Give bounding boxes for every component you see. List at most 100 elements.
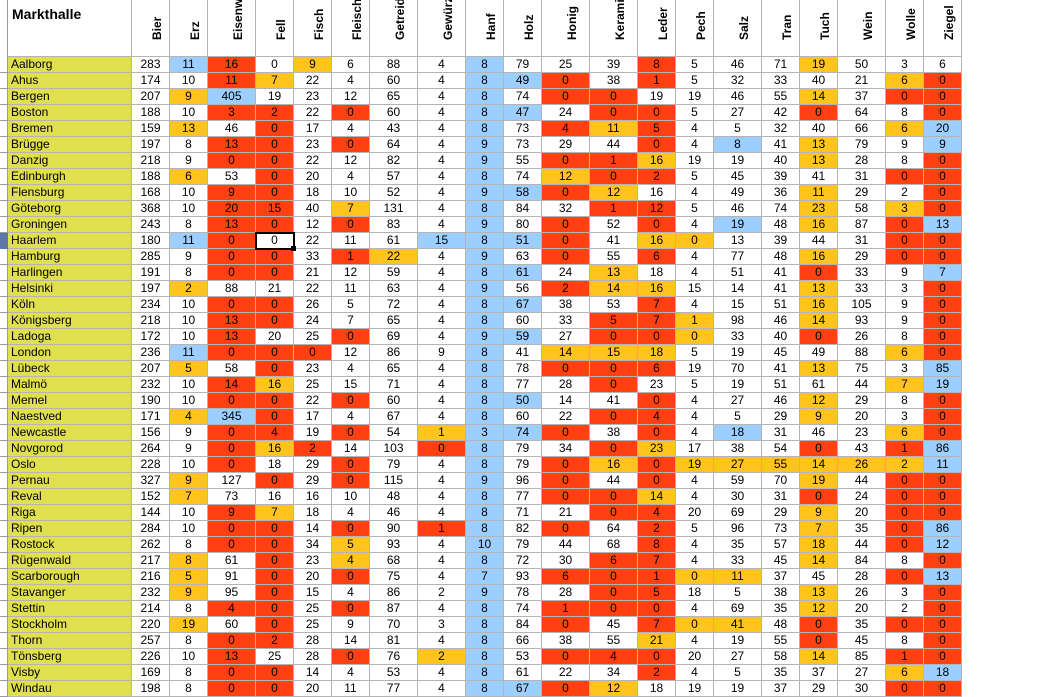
cell-bier[interactable]: 216 bbox=[132, 569, 170, 585]
cell-hanf[interactable]: 8 bbox=[466, 89, 504, 105]
cell-wolle[interactable]: 8 bbox=[886, 329, 924, 345]
cell-eisenwaren[interactable]: 0 bbox=[208, 441, 256, 457]
cell-eisenwaren[interactable]: 91 bbox=[208, 569, 256, 585]
cell-fleisch[interactable]: 4 bbox=[332, 361, 370, 377]
cell-erz[interactable]: 8 bbox=[170, 553, 208, 569]
city-cell[interactable]: Pernau bbox=[8, 473, 132, 489]
cell-wein[interactable]: 66 bbox=[838, 121, 886, 137]
cell-wein[interactable]: 50 bbox=[838, 57, 886, 73]
cell-getreide[interactable]: 65 bbox=[370, 313, 418, 329]
cell-salz[interactable]: 18 bbox=[714, 425, 762, 441]
cell-holz[interactable]: 60 bbox=[504, 313, 542, 329]
cell-fisch[interactable]: 20 bbox=[294, 169, 332, 185]
cell-erz[interactable]: 9 bbox=[170, 89, 208, 105]
city-cell[interactable]: Riga bbox=[8, 505, 132, 521]
cell-fleisch[interactable]: 0 bbox=[332, 601, 370, 617]
cell-wein[interactable]: 84 bbox=[838, 553, 886, 569]
cell-salz[interactable]: 27 bbox=[714, 105, 762, 121]
cell-fleisch[interactable]: 5 bbox=[332, 537, 370, 553]
cell-ziegel[interactable]: 0 bbox=[924, 89, 962, 105]
cell-hanf[interactable]: 7 bbox=[466, 569, 504, 585]
column-header-eisenwaren[interactable]: Eisenwaren bbox=[208, 0, 256, 57]
cell-salz[interactable]: 45 bbox=[714, 169, 762, 185]
cell-bier[interactable]: 243 bbox=[132, 217, 170, 233]
cell-wolle[interactable]: 3 bbox=[886, 585, 924, 601]
cell-ziegel[interactable]: 0 bbox=[924, 409, 962, 425]
cell-keramik[interactable]: 44 bbox=[590, 473, 638, 489]
cell-gewurze[interactable]: 4 bbox=[418, 361, 466, 377]
cell-ziegel[interactable]: 0 bbox=[924, 473, 962, 489]
cell-holz[interactable]: 67 bbox=[504, 681, 542, 697]
cell-tran[interactable]: 48 bbox=[762, 617, 800, 633]
cell-gewurze[interactable]: 4 bbox=[418, 505, 466, 521]
cell-gewurze[interactable]: 4 bbox=[418, 281, 466, 297]
cell-tran[interactable]: 55 bbox=[762, 457, 800, 473]
cell-fleisch[interactable]: 0 bbox=[332, 457, 370, 473]
cell-tran[interactable]: 71 bbox=[762, 57, 800, 73]
cell-getreide[interactable]: 67 bbox=[370, 409, 418, 425]
cell-leder[interactable]: 7 bbox=[638, 553, 676, 569]
cell-honig[interactable]: 6 bbox=[542, 569, 590, 585]
cell-hanf[interactable]: 8 bbox=[466, 105, 504, 121]
cell-tuch[interactable]: 13 bbox=[800, 585, 838, 601]
cell-pech[interactable]: 18 bbox=[676, 585, 714, 601]
cell-keramik[interactable]: 0 bbox=[590, 601, 638, 617]
cell-gewurze[interactable]: 4 bbox=[418, 377, 466, 393]
cell-hanf[interactable]: 8 bbox=[466, 169, 504, 185]
cell-fell[interactable]: 4 bbox=[256, 425, 294, 441]
cell-hanf[interactable]: 8 bbox=[466, 393, 504, 409]
cell-tuch[interactable]: 29 bbox=[800, 681, 838, 697]
cell-bier[interactable]: 368 bbox=[132, 201, 170, 217]
cell-honig[interactable]: 0 bbox=[542, 153, 590, 169]
column-header-holz[interactable]: Holz bbox=[504, 0, 542, 57]
cell-pech[interactable]: 4 bbox=[676, 665, 714, 681]
cell-erz[interactable]: 9 bbox=[170, 153, 208, 169]
cell-fell[interactable]: 7 bbox=[256, 505, 294, 521]
cell-pech[interactable]: 19 bbox=[676, 361, 714, 377]
cell-fell[interactable]: 0 bbox=[256, 665, 294, 681]
cell-fell[interactable]: 0 bbox=[256, 361, 294, 377]
cell-getreide[interactable]: 54 bbox=[370, 425, 418, 441]
cell-fell[interactable]: 15 bbox=[256, 201, 294, 217]
cell-getreide[interactable]: 57 bbox=[370, 169, 418, 185]
cell-wolle[interactable]: 9 bbox=[886, 297, 924, 313]
city-cell[interactable]: Ladoga bbox=[8, 329, 132, 345]
cell-erz[interactable]: 10 bbox=[170, 505, 208, 521]
cell-bier[interactable]: 207 bbox=[132, 89, 170, 105]
cell-fisch[interactable]: 2 bbox=[294, 441, 332, 457]
cell-ziegel[interactable]: 0 bbox=[924, 105, 962, 121]
cell-tuch[interactable]: 23 bbox=[800, 201, 838, 217]
cell-wein[interactable]: 26 bbox=[838, 329, 886, 345]
cell-ziegel[interactable]: 13 bbox=[924, 217, 962, 233]
cell-tran[interactable]: 33 bbox=[762, 73, 800, 89]
cell-salz[interactable]: 35 bbox=[714, 537, 762, 553]
cell-keramik[interactable]: 55 bbox=[590, 633, 638, 649]
cell-tran[interactable]: 31 bbox=[762, 489, 800, 505]
cell-leder[interactable]: 0 bbox=[638, 473, 676, 489]
cell-keramik[interactable]: 41 bbox=[590, 393, 638, 409]
cell-ziegel[interactable]: 11 bbox=[924, 457, 962, 473]
cell-honig[interactable]: 0 bbox=[542, 489, 590, 505]
cell-ziegel[interactable]: 0 bbox=[924, 73, 962, 89]
cell-fisch[interactable]: 33 bbox=[294, 249, 332, 265]
cell-eisenwaren[interactable]: 16 bbox=[208, 57, 256, 73]
cell-getreide[interactable]: 103 bbox=[370, 441, 418, 457]
cell-erz[interactable]: 5 bbox=[170, 361, 208, 377]
cell-leder[interactable]: 4 bbox=[638, 409, 676, 425]
cell-honig[interactable]: 4 bbox=[542, 121, 590, 137]
cell-holz[interactable]: 73 bbox=[504, 137, 542, 153]
cell-fisch[interactable]: 22 bbox=[294, 105, 332, 121]
cell-tran[interactable]: 48 bbox=[762, 217, 800, 233]
cell-fleisch[interactable]: 11 bbox=[332, 681, 370, 697]
cell-wein[interactable]: 87 bbox=[838, 217, 886, 233]
cell-ziegel[interactable]: 0 bbox=[924, 153, 962, 169]
cell-hanf[interactable]: 8 bbox=[466, 57, 504, 73]
cell-tran[interactable]: 36 bbox=[762, 185, 800, 201]
cell-getreide[interactable]: 61 bbox=[370, 233, 418, 249]
cell-eisenwaren[interactable]: 14 bbox=[208, 377, 256, 393]
cell-fisch[interactable]: 22 bbox=[294, 153, 332, 169]
city-cell[interactable]: Rostock bbox=[8, 537, 132, 553]
cell-fleisch[interactable]: 7 bbox=[332, 201, 370, 217]
cell-fisch[interactable]: 21 bbox=[294, 265, 332, 281]
cell-keramik[interactable]: 12 bbox=[590, 185, 638, 201]
